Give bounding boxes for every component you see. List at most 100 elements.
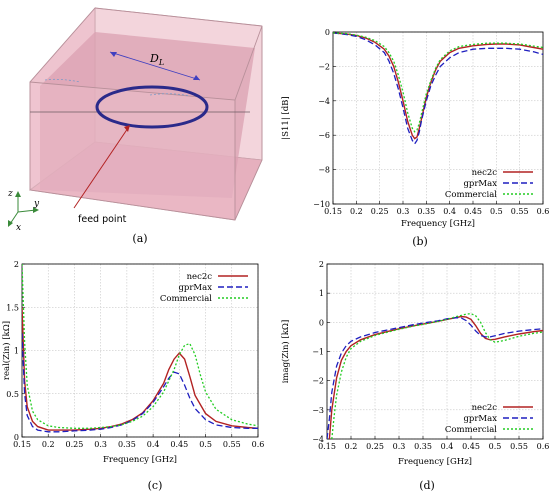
- y-axis-label: real(Zin) [kΩ]: [1, 321, 12, 380]
- y-tick-label: 0.5: [6, 390, 19, 399]
- legend-label: gprMax: [463, 179, 497, 189]
- grid: [332, 31, 544, 205]
- panel-a: DL feed point z y x (a): [0, 0, 275, 246]
- x-tick-label: 0.55: [223, 440, 241, 449]
- x-tick-label: 0.55: [511, 207, 529, 216]
- y-tick-label: 2: [319, 260, 324, 269]
- x-axis-label: Frequency [GHz]: [398, 457, 472, 467]
- y-tick-label: −4: [318, 97, 330, 106]
- legend-label: nec2c: [472, 168, 498, 178]
- grid: [21, 263, 259, 438]
- x-tick-label: 0.4: [147, 440, 160, 449]
- x-tick-label: 0.25: [371, 207, 389, 216]
- y-tick-label: 1: [319, 289, 324, 298]
- panel-label-d: (d): [419, 479, 435, 492]
- y-tick-label: 2: [14, 260, 19, 269]
- panel-label-b: (b): [412, 235, 428, 248]
- x-tick-label: 0.15: [318, 442, 336, 451]
- y-tick-label: −3: [312, 406, 324, 415]
- x-tick-label: 0.4: [443, 207, 456, 216]
- series-line-gprmax: [327, 317, 543, 439]
- y-axis-label: |S11| [dB]: [281, 96, 291, 139]
- series-line-commercial: [22, 264, 258, 429]
- x-tick-label: 0.2: [42, 440, 55, 449]
- dimension-label: DL: [149, 52, 164, 67]
- x-tick-label: 0.45: [464, 207, 482, 216]
- y-tick-label: −1: [312, 348, 324, 357]
- series-line-nec2c: [333, 32, 543, 140]
- y-tick-label: 1.5: [6, 303, 19, 312]
- y-tick-label: −4: [312, 435, 324, 444]
- legend-label: gprMax: [178, 283, 212, 293]
- panel-b: 0.15 0.2 0.25 0.3 0.35 0.4 0.45 0.5 0.55 0.6 0 −2 −4…: [275, 0, 550, 248]
- x-tick-label: 0.35: [118, 440, 136, 449]
- series-line-commercial: [331, 312, 543, 439]
- x-tick-label: 0.3: [94, 440, 107, 449]
- grid: [326, 263, 544, 440]
- x-tick-label: 0.6: [537, 207, 550, 216]
- axis-z-label: z: [7, 189, 13, 199]
- x-tick-label: 0.2: [350, 207, 363, 216]
- y-tick-label: −2: [318, 62, 330, 71]
- loop-antenna: [95, 85, 209, 129]
- panel-c: 0.15 0.2 0.25 0.3 0.35 0.4 0.45 0.5 0.55 0.6 0 0.5 1…: [0, 247, 275, 493]
- x-tick-label: 0.5: [490, 207, 503, 216]
- x-axis-label: Frequency [GHz]: [103, 455, 177, 465]
- x-tick-label: 0.5: [489, 442, 502, 451]
- chart-d: 0.15 0.2 0.25 0.3 0.35 0.4 0.45 0.5 0.55 0.6 2 1 0 −1…: [280, 260, 550, 467]
- axis-y-label: y: [33, 199, 40, 209]
- y-tick-label: 0: [325, 28, 330, 37]
- plot-frame: [332, 31, 544, 205]
- x-tick-label: 0.6: [537, 442, 550, 451]
- x-tick-label: 0.35: [417, 207, 435, 216]
- x-tick-label: 0.25: [366, 442, 384, 451]
- y-tick-label: −6: [318, 131, 330, 140]
- x-tick-label: 0.15: [13, 440, 31, 449]
- x-tick-label: 0.15: [324, 207, 342, 216]
- series-line-nec2c: [22, 307, 258, 431]
- y-tick-label: 1: [14, 347, 19, 356]
- x-tick-label: 0.2: [345, 442, 358, 451]
- y-tick-label: 0: [14, 433, 19, 442]
- y-axis-label: imag(Zin) [kΩ]: [280, 320, 291, 384]
- x-axis-label: Frequency [GHz]: [401, 219, 475, 229]
- legend-label: nec2c: [187, 272, 213, 282]
- y-tick-label: −10: [313, 200, 330, 209]
- axis-x-label: x: [16, 223, 21, 232]
- x-tick-label: 0.3: [393, 442, 406, 451]
- panel-label-c: (c): [147, 479, 163, 492]
- y-tick-label: 0: [319, 318, 324, 327]
- x-tick-label: 0.4: [441, 442, 454, 451]
- x-tick-label: 0.45: [462, 442, 480, 451]
- antenna-diagram: DL feed point z y x: [7, 6, 263, 233]
- legend-label: gprMax: [463, 414, 497, 424]
- chart-b: 0.15 0.2 0.25 0.3 0.35 0.4 0.45 0.5 0.55 0.6 0 −2 −4…: [281, 28, 550, 229]
- chart-c: 0.15 0.2 0.25 0.3 0.35 0.4 0.45 0.5 0.55 0.6 0 0.5 1…: [1, 260, 265, 465]
- x-tick-label: 0.25: [66, 440, 84, 449]
- x-tick-label: 0.6: [252, 440, 265, 449]
- x-tick-label: 0.55: [510, 442, 528, 451]
- y-tick-label: −2: [312, 377, 324, 386]
- series-line-commercial: [333, 32, 543, 133]
- series-line-gprmax: [22, 333, 258, 433]
- legend-label: Commercial: [445, 425, 497, 435]
- series-line-gprmax: [333, 32, 543, 145]
- dimension-arrow: [109, 51, 201, 81]
- series-line-nec2c: [328, 315, 543, 439]
- ground-slab: [40, 32, 255, 198]
- x-tick-label: 0.35: [414, 442, 432, 451]
- y-tick-label: −8: [318, 166, 330, 175]
- feed-point-label: feed point: [78, 214, 127, 225]
- panel-label-a: (a): [132, 232, 148, 245]
- legend-label: Commercial: [160, 294, 212, 304]
- feed-arrow: [73, 127, 129, 209]
- legend-label: nec2c: [472, 403, 498, 413]
- x-tick-label: 0.3: [397, 207, 410, 216]
- panel-d: 0.15 0.2 0.25 0.3 0.35 0.4 0.45 0.5 0.55 0.6 2 1 0 −1…: [275, 247, 550, 493]
- x-tick-label: 0.5: [199, 440, 212, 449]
- x-tick-label: 0.45: [170, 440, 188, 449]
- legend-label: Commercial: [445, 190, 497, 200]
